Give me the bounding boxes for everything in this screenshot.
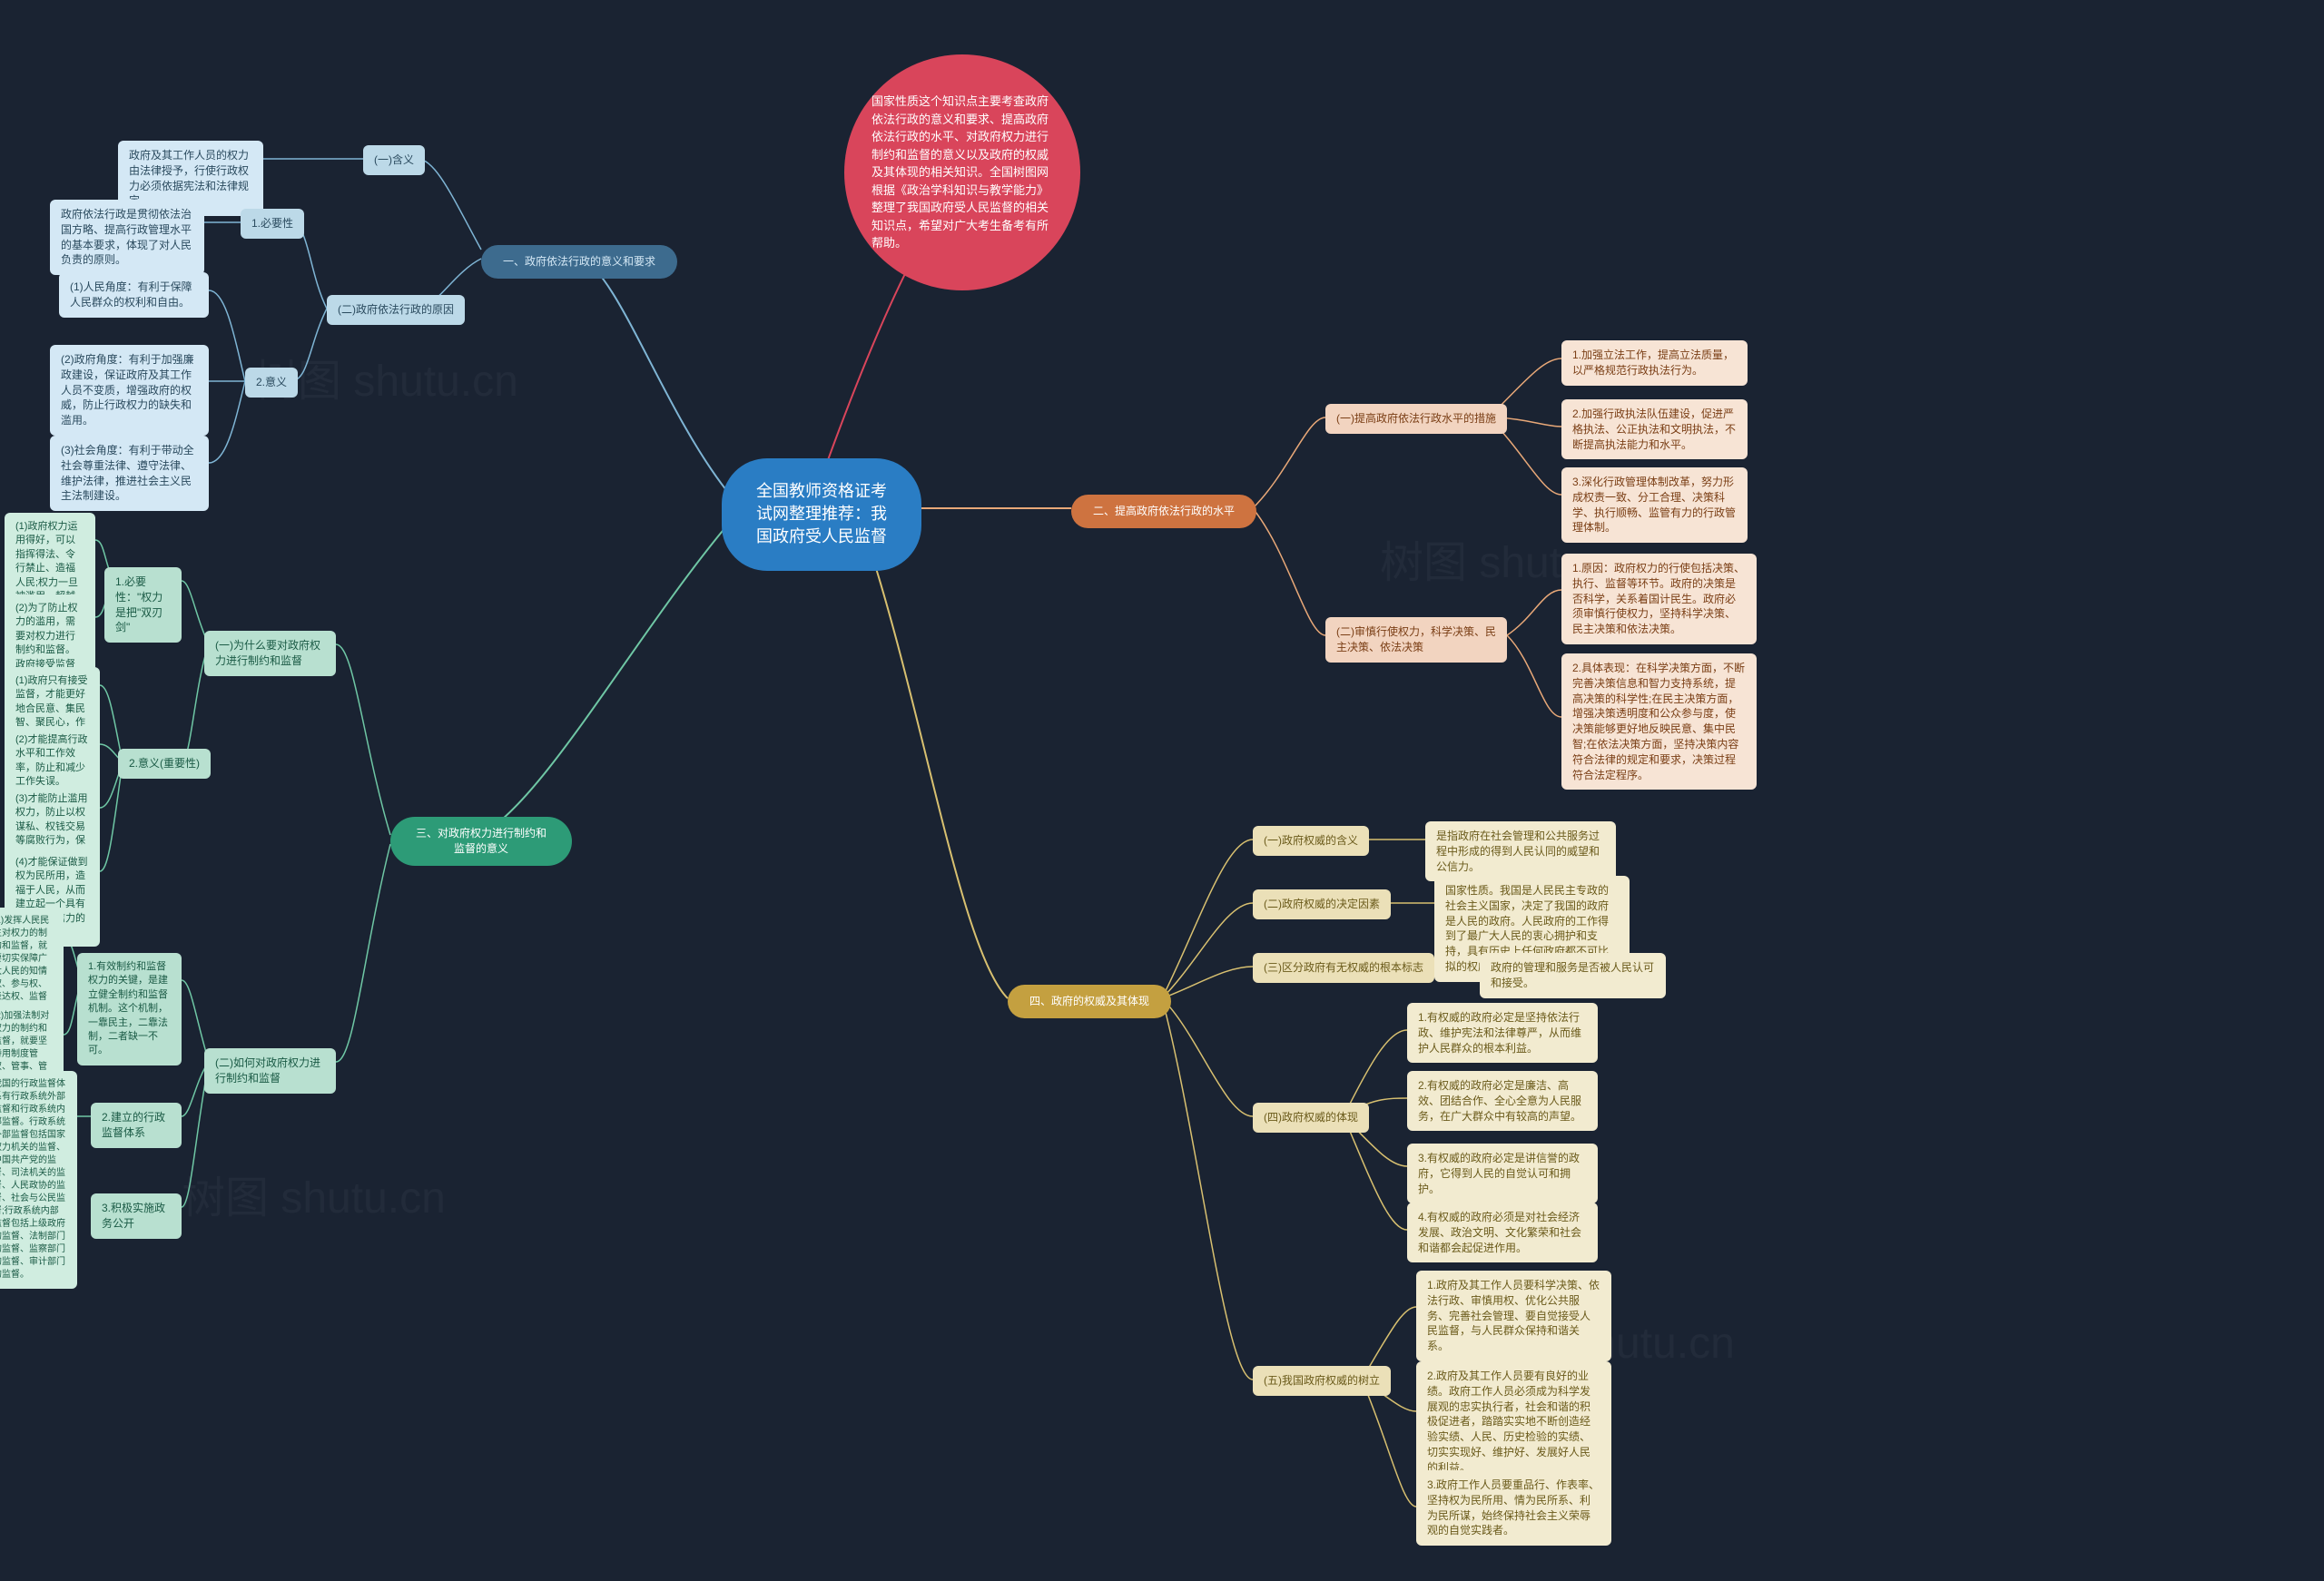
b3-s2-n3[interactable]: 3.积极实施政务公开	[91, 1193, 182, 1239]
b2-s1-l1: 1.加强立法工作，提高立法质量，以严格规范行政执法行为。	[1561, 340, 1748, 386]
branch4[interactable]: 四、政府的权威及其体现	[1008, 985, 1171, 1018]
b1-s2-n2-l3: (3)社会角度：有利于带动全社会尊重法律、遵守法律、维护法律，推进社会主义民主法…	[50, 436, 209, 511]
branch2[interactable]: 二、提高政府依法行政的水平	[1071, 495, 1256, 528]
b4-s2[interactable]: (二)政府权威的决定因素	[1253, 889, 1391, 919]
b4-s3[interactable]: (三)区分政府有无权威的根本标志	[1253, 953, 1434, 983]
b1-s2-n1[interactable]: 1.必要性	[241, 209, 304, 239]
b4-s5[interactable]: (五)我国政府权威的树立	[1253, 1366, 1391, 1396]
b1-s2[interactable]: (二)政府依法行政的原因	[327, 295, 465, 325]
b3-s2-n1[interactable]: 1.有效制约和监督权力的关键，是建立健全制约和监督机制。这个机制，一靠民主，二靠…	[77, 953, 182, 1065]
description-bubble: 国家性质这个知识点主要考查政府依法行政的意义和要求、提高政府依法行政的水平、对政…	[844, 54, 1080, 290]
b4-s1[interactable]: (一)政府权威的含义	[1253, 826, 1369, 856]
branch1[interactable]: 一、政府依法行政的意义和要求	[481, 245, 677, 279]
b3-s2-n2[interactable]: 2.建立的行政监督体系	[91, 1103, 182, 1148]
b4-s5-l3: 3.政府工作人员要重品行、作表率、坚持权为民所用、情为民所系、利为民所谋，始终保…	[1416, 1470, 1611, 1546]
branch3[interactable]: 三、对政府权力进行制约和监督的意义	[390, 817, 572, 866]
b4-s4-l4: 4.有权威的政府必须是对社会经济发展、政治文明、文化繁荣和社会和谐都会起促进作用…	[1407, 1203, 1598, 1262]
b4-s1-leaf: 是指政府在社会管理和公共服务过程中形成的得到人民认同的威望和公信力。	[1425, 821, 1616, 881]
b3-s2-n2-leaf: 我国的行政监督体系有行政系统外部监督和行政系统内部监督。行政系统外部监督包括国家…	[0, 1071, 77, 1289]
connector-lines	[0, 0, 2324, 1581]
b3-s1-n2[interactable]: 2.意义(重要性)	[118, 749, 211, 779]
b1-s1[interactable]: (一)含义	[363, 145, 425, 175]
b4-s4-l2: 2.有权威的政府必定是廉洁、高效、团结合作、全心全意为人民服务，在广大群众中有较…	[1407, 1071, 1598, 1131]
b3-s2[interactable]: (二)如何对政府权力进行制约和监督	[204, 1048, 336, 1094]
b2-s2-l1: 1.原因：政府权力的行使包括决策、执行、监督等环节。政府的决策是否科学，关系着国…	[1561, 554, 1757, 644]
b4-s4-l3: 3.有权威的政府必定是讲信誉的政府，它得到人民的自觉认可和拥护。	[1407, 1144, 1598, 1203]
b3-s1[interactable]: (一)为什么要对政府权力进行制约和监督	[204, 631, 336, 676]
b3-s1-n1[interactable]: 1.必要性："权力是把"双刃剑"	[104, 567, 182, 643]
b2-s1-l2: 2.加强行政执法队伍建设，促进严格执法、公正执法和文明执法，不断提高执法能力和水…	[1561, 399, 1748, 459]
b1-s2-n2-l2: (2)政府角度：有利于加强廉政建设，保证政府及其工作人员不变质，增强政府的权威，…	[50, 345, 209, 436]
b1-s2-n1-leaf: 政府依法行政是贯彻依法治国方略、提高行政管理水平的基本要求，体现了对人民负责的原…	[50, 200, 204, 275]
b4-s3-leaf: 政府的管理和服务是否被人民认可和接受。	[1480, 953, 1666, 998]
b2-s1[interactable]: (一)提高政府依法行政水平的措施	[1325, 404, 1507, 434]
b1-s2-n2-l1: (1)人民角度：有利于保障人民群众的权利和自由。	[59, 272, 209, 318]
b4-s5-l2: 2.政府及其工作人员要有良好的业绩。政府工作人员必须成为科学发展观的忠实执行者，…	[1416, 1361, 1611, 1483]
b2-s1-l3: 3.深化行政管理体制改革，努力形成权责一致、分工合理、决策科学、执行顺畅、监管有…	[1561, 467, 1748, 543]
center-node[interactable]: 全国教师资格证考试网整理推荐：我国政府受人民监督	[722, 458, 921, 571]
b2-s2[interactable]: (二)审慎行使权力，科学决策、民主决策、依法决策	[1325, 617, 1507, 663]
b1-s2-n2[interactable]: 2.意义	[245, 368, 298, 398]
b4-s4[interactable]: (四)政府权威的体现	[1253, 1103, 1369, 1133]
b2-s2-l2: 2.具体表现：在科学决策方面，不断完善决策信息和智力支持系统，提高决策的科学性;…	[1561, 653, 1757, 790]
b4-s5-l1: 1.政府及其工作人员要科学决策、依法行政、审慎用权、优化公共服务、完善社会管理、…	[1416, 1271, 1611, 1361]
b4-s4-l1: 1.有权威的政府必定是坚持依法行政、维护宪法和法律尊严，从而维护人民群众的根本利…	[1407, 1003, 1598, 1063]
